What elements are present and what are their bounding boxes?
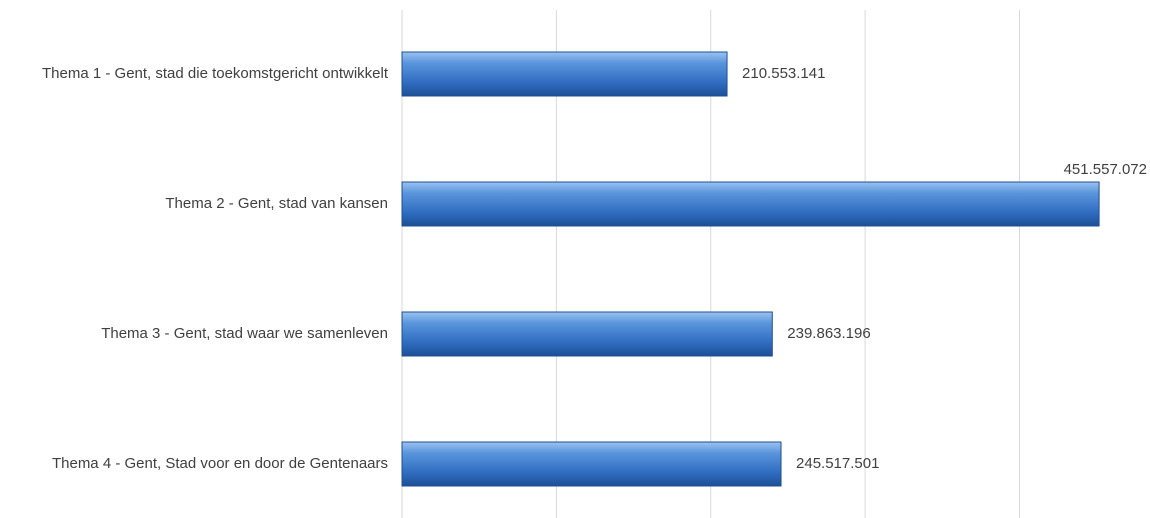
y-tick-label: Thema 4 - Gent, Stad voor en door de Gen… (51, 455, 388, 472)
data-label: 245.517.501 (796, 455, 879, 472)
data-label: 239.863.196 (787, 325, 870, 342)
y-tick-label: Thema 1 - Gent, stad die toekomstgericht… (42, 65, 388, 82)
bar (401, 51, 728, 97)
bar (401, 441, 782, 487)
category-label-box: Thema 2 - Gent, stad van kansen (0, 174, 388, 234)
category-label-box: Thema 4 - Gent, Stad voor en door de Gen… (0, 434, 388, 494)
bar (401, 181, 1100, 227)
bar (401, 311, 773, 357)
category-label-box: Thema 3 - Gent, stad waar we samenleven (0, 304, 388, 364)
data-label: 451.557.072 (1064, 161, 1147, 178)
y-tick-label: Thema 2 - Gent, stad van kansen (165, 195, 388, 212)
data-label: 210.553.141 (742, 65, 825, 82)
category-label-box: Thema 1 - Gent, stad die toekomstgericht… (0, 44, 388, 104)
y-tick-label: Thema 3 - Gent, stad waar we samenleven (101, 325, 388, 342)
